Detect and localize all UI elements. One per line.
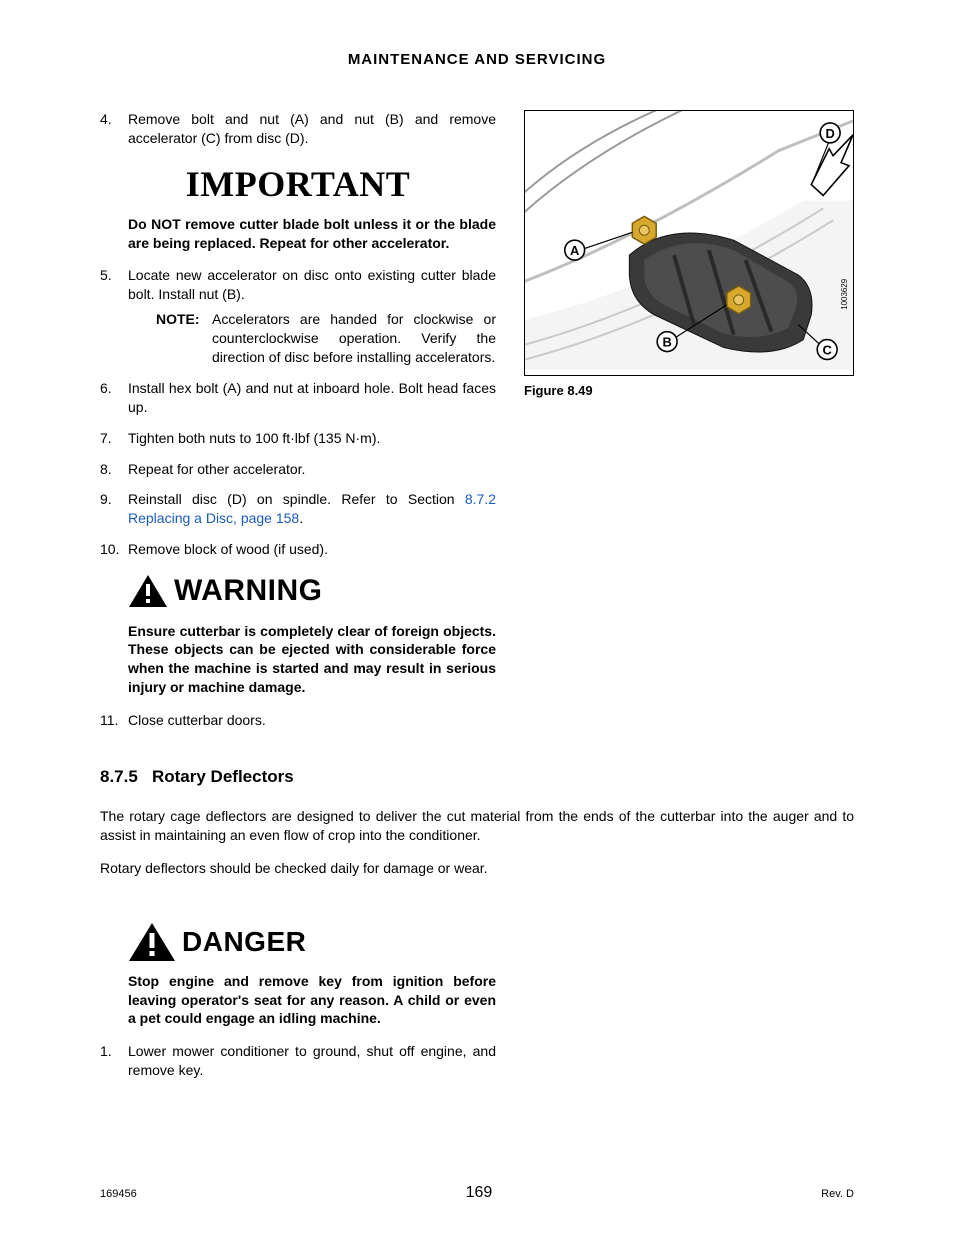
- danger-right-spacer: [524, 918, 854, 1092]
- note-body: Accelerators are handed for clockwise or…: [212, 310, 496, 367]
- important-heading: IMPORTANT: [100, 160, 496, 209]
- step-8: 8. Repeat for other accelerator.: [100, 460, 496, 479]
- section-para-2: Rotary deflectors should be checked dail…: [100, 859, 854, 878]
- step-text: Remove block of wood (if used).: [128, 540, 496, 559]
- page-footer: 169456 169 Rev. D: [100, 1182, 854, 1204]
- footer-page-number: 169: [466, 1182, 493, 1204]
- svg-text:D: D: [825, 126, 834, 141]
- section-title: Rotary Deflectors: [152, 767, 294, 786]
- svg-text:B: B: [662, 335, 671, 350]
- page-header: MAINTENANCE AND SERVICING: [100, 50, 854, 70]
- warning-heading: WARNING: [128, 571, 496, 612]
- svg-text:A: A: [570, 243, 579, 258]
- step-5-main: Locate new accelerator on disc onto exis…: [128, 267, 496, 302]
- section-heading: 8.7.5 Rotary Deflectors: [100, 766, 854, 789]
- svg-text:C: C: [822, 343, 831, 358]
- warning-body: Ensure cutterbar is completely clear of …: [128, 622, 496, 698]
- danger-left-col: DANGER Stop engine and remove key from i…: [100, 918, 496, 1092]
- danger-block-row: DANGER Stop engine and remove key from i…: [100, 918, 854, 1092]
- figure-caption: Figure 8.49: [524, 382, 854, 400]
- step-1: 1. Lower mower conditioner to ground, sh…: [100, 1042, 496, 1080]
- step-number: 1.: [100, 1042, 128, 1080]
- section-para-1: The rotary cage deflectors are designed …: [100, 807, 854, 845]
- step-7: 7. Tighten both nuts to 100 ft·lbf (135 …: [100, 429, 496, 448]
- step-text: Close cutterbar doors.: [128, 711, 496, 730]
- important-body: Do NOT remove cutter blade bolt unless i…: [128, 215, 496, 253]
- warning-label: WARNING: [174, 571, 323, 612]
- danger-heading: DANGER: [128, 922, 496, 962]
- step-text: Tighten both nuts to 100 ft·lbf (135 N·m…: [128, 429, 496, 448]
- step-6: 6. Install hex bolt (A) and nut at inboa…: [100, 379, 496, 417]
- step-number: 6.: [100, 379, 128, 417]
- step-9-post: .: [299, 510, 303, 526]
- left-column: 4. Remove bolt and nut (A) and nut (B) a…: [100, 110, 496, 742]
- alert-triangle-icon: [128, 922, 176, 962]
- note-label: NOTE:: [156, 310, 212, 367]
- step-number: 10.: [100, 540, 128, 559]
- step-number: 9.: [100, 490, 128, 528]
- section-number: 8.7.5: [100, 767, 138, 786]
- step-text: Lower mower conditioner to ground, shut …: [128, 1042, 496, 1080]
- step-9: 9. Reinstall disc (D) on spindle. Refer …: [100, 490, 496, 528]
- step-text: Locate new accelerator on disc onto exis…: [128, 266, 496, 366]
- svg-text:1003629: 1003629: [840, 279, 849, 310]
- step-number: 5.: [100, 266, 128, 366]
- danger-body: Stop engine and remove key from ignition…: [128, 972, 496, 1029]
- two-column-layout: 4. Remove bolt and nut (A) and nut (B) a…: [100, 110, 854, 742]
- figure-8-49: D A B C 1003629: [524, 110, 854, 375]
- step-9-pre: Reinstall disc (D) on spindle. Refer to …: [128, 491, 465, 507]
- step-4: 4. Remove bolt and nut (A) and nut (B) a…: [100, 110, 496, 148]
- step-text: Reinstall disc (D) on spindle. Refer to …: [128, 490, 496, 528]
- step-number: 8.: [100, 460, 128, 479]
- step-number: 11.: [100, 711, 128, 730]
- step-number: 4.: [100, 110, 128, 148]
- figure-svg: D A B C 1003629: [525, 111, 853, 369]
- step-11: 11. Close cutterbar doors.: [100, 711, 496, 730]
- step-number: 7.: [100, 429, 128, 448]
- step-5: 5. Locate new accelerator on disc onto e…: [100, 266, 496, 366]
- step-10: 10. Remove block of wood (if used).: [100, 540, 496, 559]
- alert-triangle-icon: [128, 574, 168, 608]
- footer-doc-id: 169456: [100, 1187, 137, 1202]
- danger-label: DANGER: [182, 923, 306, 961]
- step-text: Repeat for other accelerator.: [128, 460, 496, 479]
- step-text: Remove bolt and nut (A) and nut (B) and …: [128, 110, 496, 148]
- footer-revision: Rev. D: [821, 1187, 854, 1202]
- note-block: NOTE: Accelerators are handed for clockw…: [128, 310, 496, 367]
- step-text: Install hex bolt (A) and nut at inboard …: [128, 379, 496, 417]
- right-column: D A B C 1003629 Figure 8.49: [524, 110, 854, 742]
